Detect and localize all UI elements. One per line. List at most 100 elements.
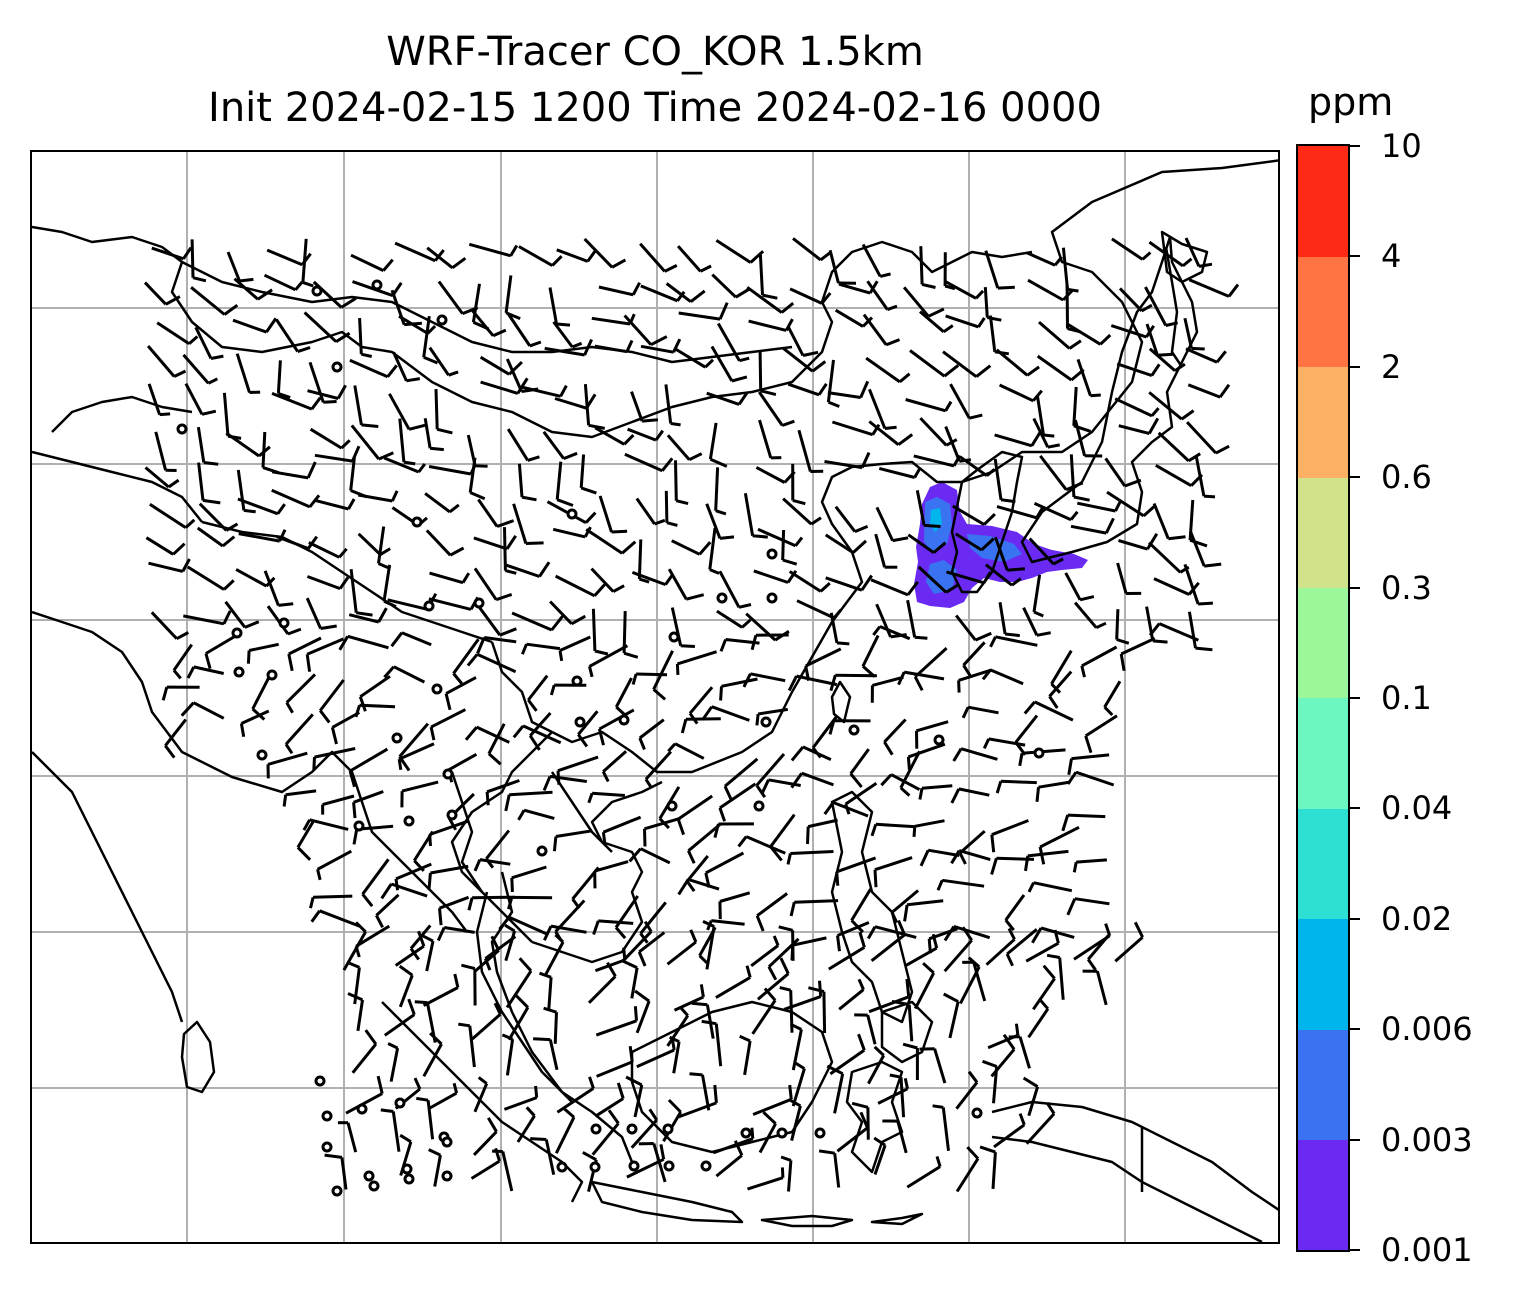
wind-barb-staff (471, 1013, 502, 1041)
wind-barb-staff (156, 321, 190, 346)
wind-barb-staff (1035, 395, 1045, 436)
wind-barb-flag (641, 418, 659, 423)
wind-barb-staff (172, 643, 193, 672)
wind-barb-flag (1203, 494, 1216, 499)
wind-barb-flag (628, 1046, 634, 1063)
wind-barb-flag (571, 341, 583, 349)
wind-barb-flag (436, 926, 446, 942)
wind-barb-flag (719, 638, 727, 652)
wind-barb-staff (331, 711, 361, 729)
wind-barb-flag (879, 272, 891, 278)
wind-barb-staff (267, 751, 308, 766)
wind-barb-flag (977, 317, 986, 328)
wind-barb-staff (708, 527, 717, 570)
wind-barb-staff (508, 915, 549, 936)
wind-barb-flag (899, 786, 911, 797)
wind-barb-flag (860, 574, 873, 592)
wind-barb-flag (382, 258, 394, 272)
wind-barb-flag (361, 423, 379, 428)
wind-barb-staff (547, 977, 553, 1010)
wind-barb-flag (558, 650, 564, 662)
wind-barb-staff (186, 565, 225, 591)
wind-barb-flag (932, 541, 947, 554)
wind-barb-flag (448, 503, 460, 514)
wind-barb-staff (828, 249, 840, 284)
wind-barb-flag (823, 801, 835, 815)
wind-barb-flag (361, 893, 374, 908)
wind-barb-flag (772, 935, 780, 947)
wind-barb-flag (873, 1045, 885, 1057)
wind-barb-staff (316, 849, 353, 871)
calm-wind-circle (371, 279, 383, 291)
wind-barb-staff (1114, 397, 1153, 418)
wind-barb-flag (398, 964, 414, 977)
wind-barb-flag (458, 1022, 471, 1028)
wind-barb-flag (1037, 997, 1050, 1010)
wind-barb-staff (350, 253, 385, 272)
wind-barb-flag (338, 547, 348, 559)
colorbar-segment (1298, 146, 1348, 257)
wind-barb-staff (866, 1014, 877, 1045)
coastline-sumatra (381, 1001, 584, 1203)
wind-barb-staff (1032, 417, 1050, 448)
wind-barb-flag (324, 1153, 343, 1159)
wind-barb-flag (429, 446, 444, 452)
wind-barb-staff (666, 434, 691, 461)
wind-barb-staff (285, 789, 317, 797)
wind-barb-flag (718, 302, 729, 320)
wind-barb-staff (587, 975, 617, 1004)
wind-barb-flag (849, 772, 863, 789)
calm-wind-circle (401, 1163, 413, 1175)
wind-barb-staff (797, 429, 812, 472)
wind-barb-staff (477, 498, 499, 528)
wind-barb-flag (525, 1106, 536, 1117)
wind-barb-flag (383, 599, 397, 608)
wind-barb-staff (314, 747, 356, 759)
wind-barb-staff (639, 242, 666, 273)
wind-barb-staff (598, 285, 634, 297)
wind-barb-staff (757, 707, 789, 716)
wind-barb-flag (487, 752, 502, 766)
wind-barb-staff (1000, 779, 1037, 785)
wind-barb-staff (633, 1084, 644, 1118)
wind-barb-staff (511, 611, 553, 632)
wind-barb-flag (1147, 417, 1160, 435)
wind-barb-flag (282, 794, 288, 807)
wind-barb-staff (666, 1014, 690, 1047)
wind-barb-staff (833, 1153, 841, 1188)
wind-barb-flag (559, 384, 568, 398)
wind-barb-flag (338, 635, 349, 651)
wind-barb-staff (506, 428, 529, 462)
wind-barb-flag (496, 519, 515, 528)
wind-barb-staff (1014, 714, 1039, 744)
calm-wind-circle (403, 815, 415, 827)
wind-barb-staff (473, 536, 508, 551)
wind-barb-staff (906, 1165, 941, 1189)
wind-barb-flag (689, 929, 698, 943)
calm-wind-circle (446, 809, 458, 821)
wind-barb-staff (236, 469, 246, 511)
wind-barb-staff (271, 392, 313, 411)
coastline-mindanao (880, 1000, 934, 1064)
wind-barb-staff (914, 646, 948, 678)
wind-barb-staff (959, 829, 986, 855)
wind-barb-staff (769, 813, 796, 848)
wind-barb-flag (763, 987, 777, 1002)
wind-barb-flag (854, 525, 869, 533)
wind-barb-staff (748, 319, 787, 332)
wind-barb-staff (1084, 714, 1118, 738)
wind-barb-staff (425, 940, 435, 972)
wind-barb-staff (319, 679, 345, 712)
wind-barb-staff (550, 924, 587, 934)
wind-barb-staff (1025, 941, 1060, 963)
calm-wind-circle (442, 768, 454, 780)
wind-barb-flag (376, 1075, 384, 1094)
wind-barb-staff (614, 677, 633, 708)
wind-barb-flag (1148, 622, 1161, 637)
wind-barb-flag (597, 728, 605, 746)
wind-barb-flag (689, 1072, 703, 1077)
wind-barb-staff (345, 1092, 383, 1115)
wind-barb-flag (448, 370, 459, 377)
wind-barb-staff (907, 1004, 914, 1042)
wind-barb-staff (1110, 324, 1147, 339)
